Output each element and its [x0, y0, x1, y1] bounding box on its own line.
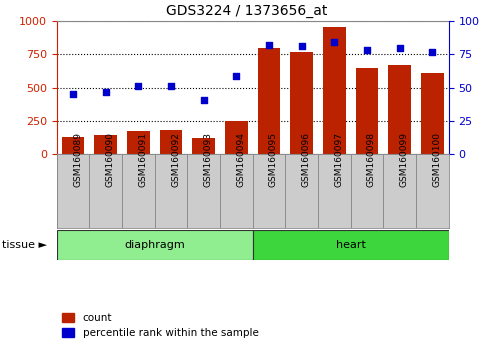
Bar — [89, 154, 122, 228]
Text: heart: heart — [336, 240, 366, 250]
Point — [428, 49, 436, 55]
Text: GSM160089: GSM160089 — [73, 132, 82, 187]
Bar — [383, 154, 416, 228]
Text: GDS3224 / 1373656_at: GDS3224 / 1373656_at — [166, 4, 327, 18]
Bar — [127, 131, 150, 154]
Bar — [225, 121, 248, 154]
Point — [167, 84, 175, 89]
Point — [102, 89, 109, 95]
Bar — [57, 230, 252, 260]
Text: GSM160099: GSM160099 — [400, 132, 409, 187]
Point — [69, 91, 77, 97]
Text: GSM160098: GSM160098 — [367, 132, 376, 187]
Text: GSM160100: GSM160100 — [432, 132, 441, 187]
Bar — [388, 65, 411, 154]
Bar — [220, 154, 252, 228]
Point — [330, 40, 338, 45]
Bar — [421, 73, 444, 154]
Point — [200, 97, 208, 102]
Bar — [122, 154, 155, 228]
Point — [265, 42, 273, 48]
Text: GSM160090: GSM160090 — [106, 132, 115, 187]
Bar — [192, 138, 215, 154]
Point — [298, 44, 306, 49]
Bar — [252, 230, 449, 260]
Text: GSM160093: GSM160093 — [204, 132, 212, 187]
Text: GSM160096: GSM160096 — [302, 132, 311, 187]
Point — [232, 73, 240, 79]
Text: GSM160091: GSM160091 — [139, 132, 147, 187]
Bar — [416, 154, 449, 228]
Bar — [355, 68, 379, 154]
Point — [363, 47, 371, 53]
Bar — [57, 154, 89, 228]
Bar — [252, 154, 285, 228]
Legend: count, percentile rank within the sample: count, percentile rank within the sample — [62, 313, 259, 338]
Bar — [155, 154, 187, 228]
Text: tissue ►: tissue ► — [2, 240, 47, 250]
Text: GSM160097: GSM160097 — [334, 132, 343, 187]
Bar — [187, 154, 220, 228]
Bar — [62, 137, 84, 154]
Point — [396, 45, 404, 51]
Text: GSM160094: GSM160094 — [236, 132, 246, 187]
Bar — [290, 52, 313, 154]
Bar — [323, 27, 346, 154]
Bar — [318, 154, 351, 228]
Bar — [257, 48, 281, 154]
Text: GSM160095: GSM160095 — [269, 132, 278, 187]
Bar — [351, 154, 383, 228]
Point — [135, 84, 142, 89]
Bar — [94, 135, 117, 154]
Bar — [285, 154, 318, 228]
Bar — [160, 130, 182, 154]
Text: diaphragm: diaphragm — [124, 240, 185, 250]
Text: GSM160092: GSM160092 — [171, 132, 180, 187]
